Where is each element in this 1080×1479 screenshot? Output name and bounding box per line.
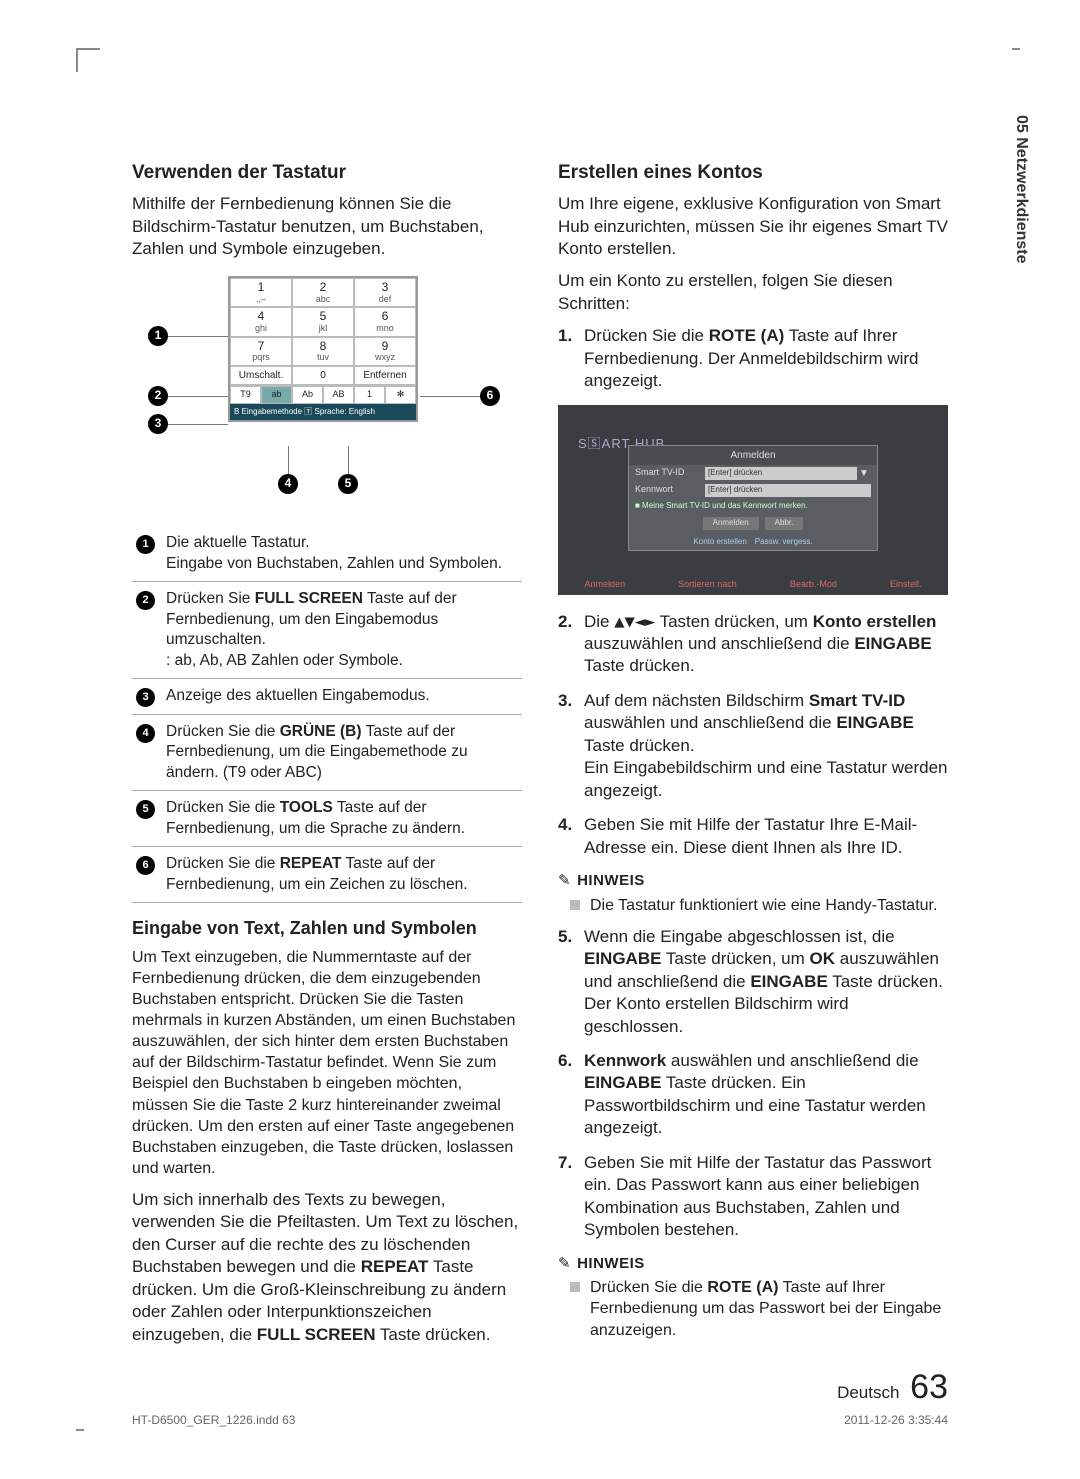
left-column: Verwenden der Tastatur Mithilfe der Fern… (132, 160, 522, 1410)
legend-text: Anzeige des aktuellen Eingabemodus. (162, 679, 522, 715)
legend-text: Drücken Sie die REPEAT Taste auf der Fer… (162, 847, 522, 903)
keyboard-illustration: 1.,– 2abc 3def 4ghi 5jkl 6mno 7pqrs 8tuv… (132, 276, 522, 508)
note-item: Drücken Sie die ROTE (A) Taste auf Ihrer… (558, 1277, 948, 1340)
print-metadata: HT-D6500_GER_1226.indd 63 2011-12-26 3:3… (132, 1413, 948, 1427)
para: Um Text einzugeben, die Nummerntaste auf… (132, 947, 522, 1179)
page-footer: Deutsch 63 (558, 1365, 948, 1410)
legend-text: Die aktuelle Tastatur. Eingabe von Buchs… (162, 526, 522, 581)
legend-table: 1Die aktuelle Tastatur. Eingabe von Buch… (132, 526, 522, 903)
para: Mithilfe der Fernbedienung können Sie di… (132, 193, 522, 260)
para: Um ein Konto zu erstellen, folgen Sie di… (558, 270, 948, 315)
step-list: 1.Drücken Sie die ROTE (A) Taste auf Ihr… (558, 325, 948, 392)
crop-mark (76, 1423, 84, 1431)
legend-text: Drücken Sie FULL SCREEN Taste auf der Fe… (162, 582, 522, 679)
heading-account: Erstellen eines Kontos (558, 160, 948, 185)
step-list: 5.Wenn die Eingabe abgeschlossen ist, di… (558, 926, 948, 1242)
note-item: Die Tastatur funktioniert wie eine Handy… (558, 895, 948, 916)
step-list: 2.Die ▲▼◄► Tasten drücken, um Konto erst… (558, 611, 948, 859)
heading-keyboard: Verwenden der Tastatur (132, 160, 522, 185)
note-label: HINWEIS (558, 1254, 948, 1274)
para: Um sich innerhalb des Texts zu bewegen, … (132, 1189, 522, 1346)
login-screenshot: S🅂ART HUB Anmelden Smart TV-ID[Enter] dr… (558, 405, 948, 595)
chapter-tab: 05 Netzwerkdienste (1012, 115, 1030, 264)
legend-text: Drücken Sie die GRÜNE (B) Taste auf der … (162, 714, 522, 790)
right-column: Erstellen eines Kontos Um Ihre eigene, e… (558, 160, 948, 1410)
para: Um Ihre eigene, exklusive Konfiguration … (558, 193, 948, 260)
note-label: HINWEIS (558, 871, 948, 891)
legend-text: Drücken Sie die TOOLS Taste auf der Fern… (162, 791, 522, 847)
heading-input: Eingabe von Text, Zahlen und Symbolen (132, 917, 522, 941)
crop-mark (76, 48, 100, 72)
crop-mark (1012, 48, 1020, 56)
